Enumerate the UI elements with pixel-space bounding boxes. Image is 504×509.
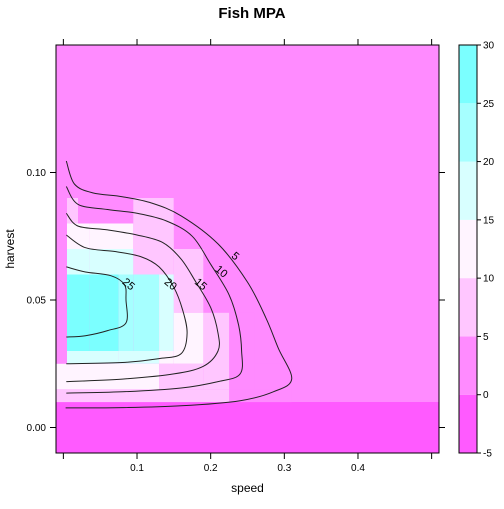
colorbar-swatch (459, 219, 477, 279)
heatmap-cell (67, 198, 78, 224)
contour-line-10 (65, 186, 243, 394)
colorbar-tick-label: 20 (483, 157, 495, 168)
heatmap-cell (78, 198, 134, 224)
colorbar-tick-label: 15 (483, 215, 495, 226)
colorbar-tick-label: -5 (483, 449, 492, 460)
chart-title: Fish MPA (218, 5, 285, 22)
x-tick-label: 0.4 (351, 463, 365, 474)
colorbar-swatch (459, 336, 477, 395)
heatmap-cell (56, 402, 439, 453)
heatmap-cell (133, 198, 174, 224)
colorbar-tick-label: 25 (483, 99, 495, 110)
heatmap-cell (118, 351, 160, 364)
y-tick-label: 0.00 (27, 423, 47, 434)
colorbar-tick-label: 5 (483, 332, 489, 343)
x-tick-label: 0.1 (130, 463, 144, 474)
heatmap-cell (133, 249, 174, 275)
heatmap-cell (89, 274, 119, 351)
colorbar-swatch (459, 394, 477, 453)
colorbar: -5 0 5 10 15 20 25 30 (458, 41, 495, 460)
colorbar-tick-label: 30 (483, 41, 495, 52)
heatmap-cell (159, 274, 174, 351)
axes: 0.1 0.2 0.3 0.4 0.00 0.05 0.10 (27, 39, 445, 474)
colorbar-swatch (459, 161, 477, 220)
heatmap-cell (173, 249, 204, 313)
heatmap-cell (67, 351, 119, 364)
heatmap-cell (89, 223, 134, 249)
heatmap-cell (229, 389, 292, 403)
y-tick-label: 0.10 (27, 168, 47, 179)
panel-border (55, 44, 440, 454)
colorbar-border (458, 44, 478, 454)
heatmap-cell (67, 249, 90, 275)
contour-line-15 (65, 212, 220, 383)
contour-lines (65, 160, 293, 409)
heatmap-cell (67, 223, 90, 249)
heatmap-cell (173, 312, 204, 364)
colorbar-swatch (459, 103, 477, 162)
heatmap-cell (89, 249, 134, 275)
heatmap-cell (133, 274, 160, 351)
heatmap-cell (254, 363, 292, 390)
x-tick-label: 0.2 (204, 463, 218, 474)
contour-line-25 (66, 266, 128, 338)
colorbar-tick-label: 0 (483, 390, 489, 401)
contour-line-5 (65, 160, 293, 409)
colorbar-tick-label: 10 (483, 274, 495, 285)
colorbar-swatch (459, 45, 477, 104)
heatmap-cell (56, 363, 160, 390)
heatmap-cells (56, 45, 439, 453)
colorbar-swatch (459, 278, 477, 337)
heatmap-cell (67, 274, 90, 364)
x-tick-label: 0.3 (277, 463, 291, 474)
heatmap-cell (159, 363, 204, 390)
x-axis-label: speed (231, 481, 264, 495)
heatmap-cell (133, 223, 174, 249)
heatmap-cell (56, 147, 67, 390)
contour-line-20 (66, 234, 188, 365)
y-tick-label: 0.05 (27, 296, 47, 307)
heatmap-cell (118, 274, 134, 351)
heatmap-cell (67, 147, 78, 198)
y-axis-label: harvest (3, 229, 17, 269)
